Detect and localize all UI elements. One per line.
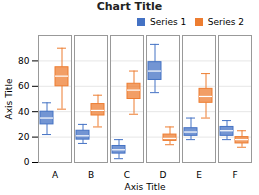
svg-text:E: E (196, 170, 202, 180)
svg-text:B: B (88, 170, 94, 180)
svg-text:40: 40 (18, 107, 30, 117)
svg-text:20: 20 (18, 132, 30, 142)
html-text:Series 2: Series 2 (207, 16, 244, 27)
svg-text:Axis Title: Axis Title (4, 78, 14, 119)
svg-text:0: 0 (24, 157, 30, 167)
html-text:Series 1: Series 1 (150, 16, 187, 27)
svg-text:F: F (232, 170, 237, 180)
svg-text:A: A (52, 170, 59, 180)
svg-text:D: D (160, 170, 167, 180)
svg-text:80: 80 (18, 56, 30, 66)
svg-text:60: 60 (18, 81, 30, 91)
svg-text:C: C (124, 170, 130, 180)
svg-text:Axis Title: Axis Title (125, 182, 166, 192)
html-text:Chart Title: Chart Title (96, 0, 163, 13)
